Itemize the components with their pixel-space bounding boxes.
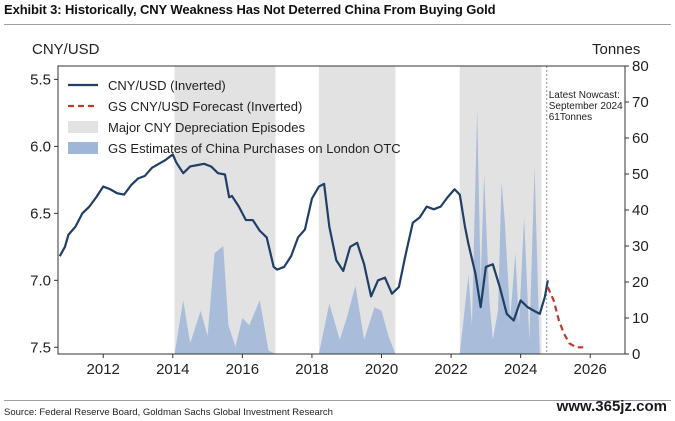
right-tick-label-1: 10: [632, 310, 649, 327]
legend-swatch-purchases: [68, 142, 98, 154]
x-tick-label-2016: 2016: [226, 361, 259, 378]
nowcast-annotation-line-0: Latest Nowcast:: [549, 90, 620, 101]
line-group: [58, 153, 584, 349]
x-tick-label-2026: 2026: [574, 361, 607, 378]
left-tick-label-4: 7.5: [30, 339, 51, 356]
purchases-area-group: [174, 109, 540, 354]
x-axis: 2012 2014 2016 2018 2020 2022 2024 2026: [87, 354, 607, 378]
forecast-line: [546, 286, 584, 349]
nowcast-annotation-line-2: 61Tonnes: [549, 112, 592, 123]
chart-title: Exhibit 3: Historically, CNY Weakness Ha…: [4, 2, 496, 17]
right-tick-label-5: 50: [632, 166, 649, 183]
purchases-area-2: [459, 109, 540, 354]
cny-usd-line: [58, 153, 549, 322]
right-axis-label: Tonnes: [592, 41, 640, 58]
purchases-area-0: [174, 246, 276, 354]
nowcast-annotation-line-1: September 2024: [549, 101, 623, 112]
chart-canvas: 2012 2014 2016 2018 2020 2022 2024 2026 5.5 6.0 6…: [30, 41, 649, 378]
right-tick-label-4: 40: [632, 202, 649, 219]
x-tick-label-2018: 2018: [295, 361, 328, 378]
x-tick-label-2024: 2024: [504, 361, 537, 378]
legend-label-1: GS CNY/USD Forecast (Inverted): [108, 99, 302, 114]
right-tick-label-6: 60: [632, 130, 649, 147]
right-tick-label-3: 30: [632, 238, 649, 255]
purchases-area-1: [318, 285, 396, 354]
bottom-rule: [4, 400, 671, 401]
watermark-text: www.365jz.com: [556, 398, 667, 415]
x-tick-label-2012: 2012: [87, 361, 120, 378]
right-tick-label-2: 20: [632, 274, 649, 291]
left-axis-label: CNY/USD: [32, 41, 100, 58]
legend-swatch-shade: [68, 121, 98, 133]
right-tick-label-8: 80: [632, 58, 649, 75]
legend: CNY/USD (Inverted) GS CNY/USD Forecast (I…: [68, 78, 401, 156]
x-tick-label-2022: 2022: [434, 361, 467, 378]
right-axis: 0 10 20 30 40 50 60 70 80: [625, 58, 649, 363]
left-tick-label-1: 6.0: [30, 138, 51, 155]
legend-label-2: Major CNY Depreciation Episodes: [108, 120, 306, 135]
left-tick-label-3: 7.0: [30, 272, 51, 289]
legend-label-3: GS Estimates of China Purchases on Londo…: [108, 141, 401, 156]
left-tick-label-2: 6.5: [30, 205, 51, 222]
left-tick-label-0: 5.5: [30, 71, 51, 88]
source-note: Source: Federal Reserve Board, Goldman S…: [4, 407, 333, 418]
top-rule: [4, 24, 671, 25]
right-tick-label-0: 0: [632, 346, 640, 363]
right-tick-label-7: 70: [632, 94, 649, 111]
x-tick-label-2020: 2020: [365, 361, 398, 378]
legend-label-0: CNY/USD (Inverted): [108, 78, 226, 93]
left-axis: 5.5 6.0 6.5 7.0 7.5: [30, 71, 58, 356]
x-tick-label-2014: 2014: [156, 361, 189, 378]
